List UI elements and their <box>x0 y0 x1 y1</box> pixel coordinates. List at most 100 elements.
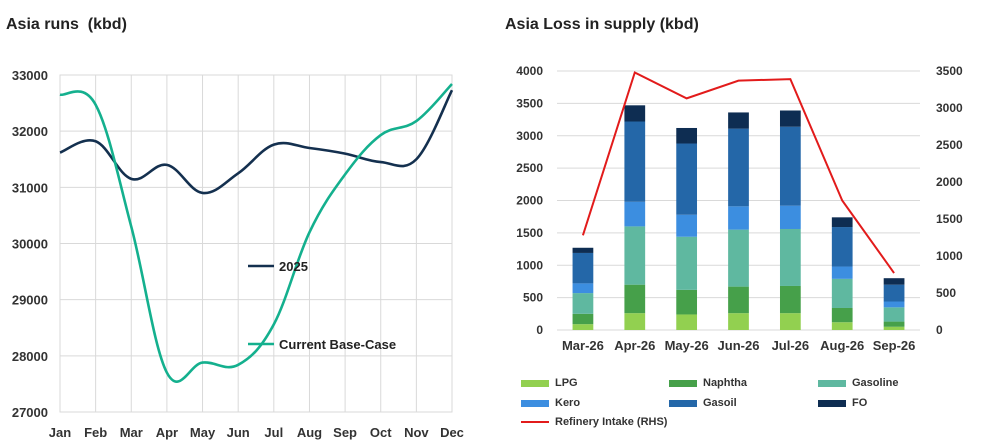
legend-item-kero: Kero <box>521 397 580 409</box>
bar-segment-fo <box>728 112 749 129</box>
bar-segment-gasoline <box>728 229 749 287</box>
legend-item-lpg: LPG <box>521 377 578 389</box>
series-line-0 <box>59 89 454 195</box>
right-chart-title: Asia Loss in supply (kbd) <box>505 16 699 33</box>
right-y-tick-label: 2000 <box>516 194 543 208</box>
right-y-tick-label: 4000 <box>516 64 543 78</box>
left-x-tick-label: Sep <box>333 425 357 440</box>
bar-segment-gasoil <box>883 284 905 302</box>
bar-segment-naphtha <box>572 313 594 325</box>
left-x-tick-label: Jun <box>227 425 250 440</box>
legend-swatch-fo <box>818 399 846 407</box>
legend-label-lpg: LPG <box>555 377 578 389</box>
legend-item-naphtha: Naphtha <box>669 377 747 389</box>
left-y-tick-label: 27000 <box>12 405 48 420</box>
left-y-tick-label: 31000 <box>12 180 48 195</box>
bar-segment-fo <box>572 247 594 253</box>
right-x-tick-label: May-26 <box>665 338 709 353</box>
legend-item-fo: FO <box>818 397 867 409</box>
bar-segment-gasoline <box>676 236 698 290</box>
bar-segment-lpg <box>676 314 698 330</box>
bar-segment-kero <box>624 201 646 227</box>
bar-segment-naphtha <box>831 307 853 323</box>
bar-segment-gasoil <box>676 143 698 215</box>
legend-label-refinery-intake: Refinery Intake (RHS) <box>555 416 668 428</box>
bar-segment-gasoil <box>572 252 594 284</box>
bar-segment-lpg <box>831 322 853 330</box>
legend-swatch-gasoline <box>818 379 846 387</box>
left-y-tick-label: 29000 <box>12 293 48 308</box>
bar-segment-gasoil <box>624 121 646 202</box>
left-x-tick-label: Jan <box>49 425 71 440</box>
bar-segment-kero <box>883 301 905 308</box>
right-y2-tick-label: 1500 <box>936 212 963 226</box>
bar-segment-lpg <box>572 324 594 330</box>
left-y-tick-label: 32000 <box>12 124 48 139</box>
bar-segment-gasoline <box>883 307 905 322</box>
legend-swatch-gasoil <box>669 399 697 407</box>
bar-segment-gasoil <box>779 126 801 206</box>
bar-segment-gasoline <box>831 278 853 308</box>
left-x-tick-label: Feb <box>84 425 107 440</box>
bar-segment-kero <box>676 214 698 237</box>
right-x-tick-label: Mar-26 <box>562 338 604 353</box>
bar-segment-fo <box>624 105 646 122</box>
bar-segment-kero <box>572 283 594 294</box>
legend-item-refinery-intake: Refinery Intake (RHS) <box>521 416 667 428</box>
right-x-tick-label: Jul-26 <box>772 338 810 353</box>
legend-item-gasoil: Gasoil <box>669 397 737 409</box>
bar-segment-fo <box>883 278 905 285</box>
right-x-tick-label: Sep-26 <box>873 338 916 353</box>
right-y-tick-label: 3000 <box>516 129 543 143</box>
bar-segment-fo <box>676 127 698 144</box>
right-y2-tick-label: 2500 <box>936 138 963 152</box>
legend-label-naphtha: Naphtha <box>703 377 747 389</box>
bar-segment-lpg <box>624 313 646 330</box>
right-y-tick-label: 0 <box>536 323 543 337</box>
bar-segment-naphtha <box>883 321 905 327</box>
right-y-tick-label: 1000 <box>516 258 543 272</box>
left-y-tick-label: 33000 <box>12 68 48 83</box>
bar-segment-gasoline <box>572 293 594 314</box>
bar-segment-gasoil <box>728 128 749 207</box>
left-x-tick-label: Nov <box>404 425 429 440</box>
bar-segment-kero <box>831 266 853 279</box>
series-line-1 <box>59 83 453 383</box>
legend-label-fo: FO <box>852 397 868 409</box>
bar-segment-kero <box>779 205 801 229</box>
left-x-tick-label: Dec <box>440 425 464 440</box>
left-x-tick-label: Jul <box>264 425 283 440</box>
right-x-tick-label: Jun-26 <box>718 338 760 353</box>
bar-segment-gasoline <box>779 228 801 286</box>
right-y2-tick-label: 0 <box>936 323 943 337</box>
right-y-tick-label: 1500 <box>516 226 543 240</box>
bar-segment-lpg <box>728 313 749 330</box>
right-y2-tick-label: 2000 <box>936 175 963 189</box>
refinery-intake-line <box>581 71 895 274</box>
right-x-tick-label: Apr-26 <box>614 338 655 353</box>
bar-segment-naphtha <box>676 289 698 315</box>
bar-segment-kero <box>728 206 749 230</box>
legend-item-gasoline: Gasoline <box>818 377 898 389</box>
bar-segment-fo <box>779 110 801 127</box>
right-y2-tick-label: 1000 <box>936 249 963 263</box>
legend-swatch-kero <box>521 399 549 407</box>
bar-segment-naphtha <box>728 286 749 314</box>
legend-label-gasoline: Gasoline <box>852 377 899 389</box>
left-y-tick-label: 30000 <box>12 237 48 252</box>
bar-segment-fo <box>831 217 853 228</box>
bar-segment-naphtha <box>779 285 801 314</box>
legend-swatch-lpg <box>521 379 549 387</box>
bar-segment-lpg <box>779 313 801 330</box>
right-y-tick-label: 3500 <box>516 96 543 110</box>
left-x-tick-label: May <box>190 425 216 440</box>
right-y2-tick-label: 3000 <box>936 101 963 115</box>
bar-segment-lpg <box>883 326 905 330</box>
left-x-tick-label: Mar <box>120 425 143 440</box>
bar-segment-gasoline <box>624 226 646 285</box>
legend-label-gasoil: Gasoil <box>703 397 737 409</box>
legend-label-series-0: 2025 <box>279 259 308 274</box>
right-y2-tick-label: 500 <box>936 286 956 300</box>
bar-segment-gasoil <box>831 227 853 267</box>
